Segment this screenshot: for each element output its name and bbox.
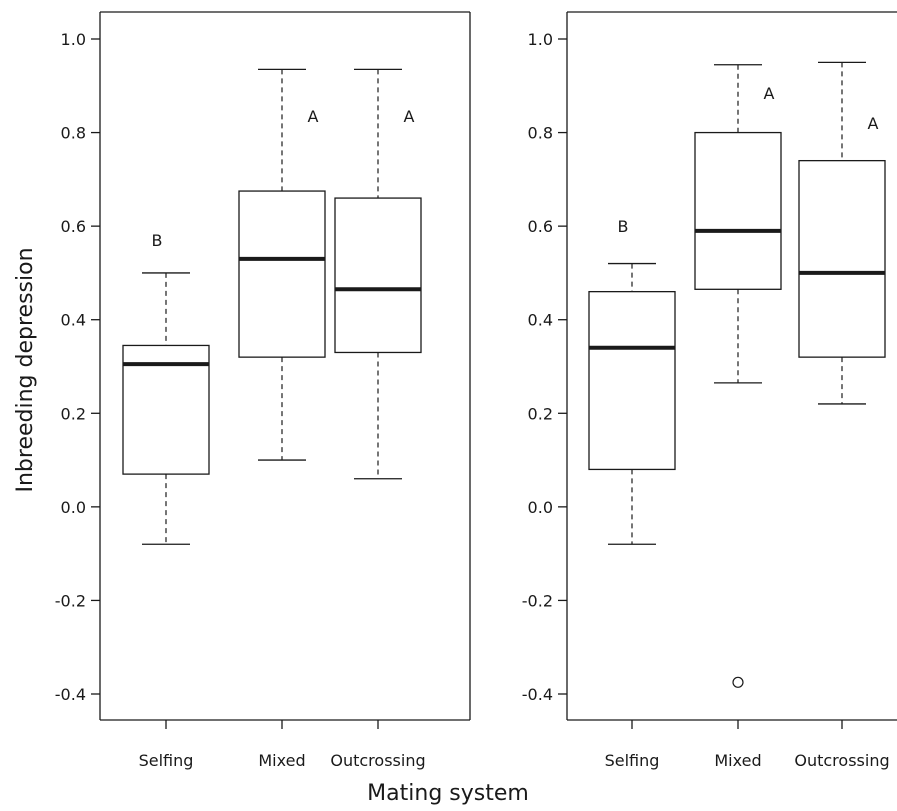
y-tick-label: -0.4 (55, 685, 86, 704)
x-tick-label: Mixed (714, 751, 761, 770)
outlier-point (732, 676, 744, 688)
significance-letter: A (308, 107, 319, 126)
y-tick-label: 0.2 (61, 404, 86, 423)
y-tick-label: -0.2 (522, 591, 553, 610)
box-iqr (122, 344, 210, 475)
y-tick-label: 0.2 (528, 404, 553, 423)
box-iqr (798, 159, 886, 358)
box-iqr (588, 290, 676, 471)
y-tick-label: 0.0 (528, 498, 553, 517)
y-tick-label: 0.8 (528, 124, 553, 143)
left-boxplot-panel: -0.4 -0.2 0.0 0.2 0.4 0.6 0.8 1.0 Selfing B Mixed A… (55, 11, 471, 770)
y-tick-label: -0.4 (522, 685, 553, 704)
x-tick-label: Selfing (605, 751, 660, 770)
y-tick-label: 0.8 (61, 124, 86, 143)
box-iqr (334, 197, 422, 354)
x-tick-label: Selfing (139, 751, 194, 770)
y-tick-label: 1.0 (528, 30, 553, 49)
x-tick-label: Outcrossing (330, 751, 425, 770)
y-tick-label: 1.0 (61, 30, 86, 49)
significance-letter: A (868, 114, 879, 133)
y-tick-label: 0.6 (61, 217, 86, 236)
box-iqr (238, 190, 326, 358)
y-tick-label: 0.4 (528, 311, 553, 330)
significance-letter: A (404, 107, 415, 126)
y-tick-label: 0.6 (528, 217, 553, 236)
y-tick-label: 0.0 (61, 498, 86, 517)
significance-letter: A (764, 84, 775, 103)
significance-letter: B (152, 231, 163, 250)
y-tick-label: -0.2 (55, 591, 86, 610)
significance-letter: B (618, 217, 629, 236)
box-iqr (694, 131, 782, 290)
x-tick-label: Outcrossing (794, 751, 889, 770)
right-boxplot-panel: -0.4 -0.2 0.0 0.2 0.4 0.6 0.8 1.0 Selfing B Mixed A… (522, 11, 897, 770)
y-tick-label: 0.4 (61, 311, 86, 330)
x-tick-label: Mixed (258, 751, 305, 770)
y-axis-label: Inbreeding depression (13, 247, 38, 492)
x-axis-label: Mating system (367, 781, 529, 806)
